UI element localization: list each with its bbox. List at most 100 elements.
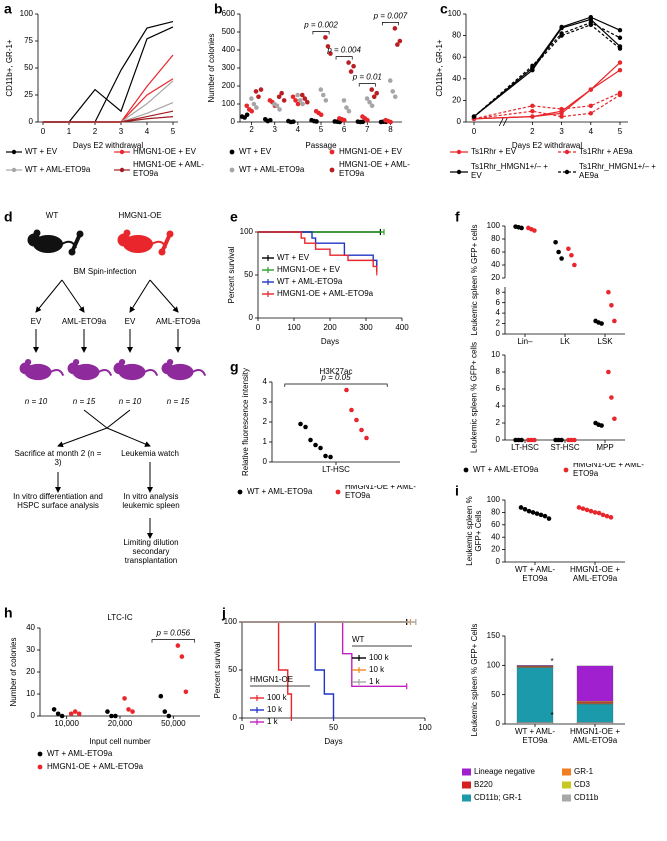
point <box>530 65 535 71</box>
line <box>43 54 174 123</box>
bar-segment <box>576 665 614 702</box>
point <box>346 60 351 65</box>
legend-swatch <box>562 781 571 789</box>
x-tick-label-box: 6 <box>342 126 346 134</box>
annotation: * <box>550 657 553 666</box>
y-tick-label: 100 <box>20 9 34 18</box>
point <box>302 96 308 101</box>
point <box>526 508 532 514</box>
y-axis-label: Leukemic spleen % GFP+ cells <box>469 342 479 453</box>
point <box>599 321 604 326</box>
line <box>43 102 174 123</box>
y-axis-label-box: Percent survival <box>227 247 236 304</box>
legend-swatch <box>562 794 571 802</box>
y-axis-label: Relative fluorescence intensity <box>240 367 250 477</box>
legend-label-box: CD3 <box>574 780 590 789</box>
point <box>606 289 611 295</box>
x-tick-label: 2 <box>249 126 254 134</box>
point <box>303 424 308 430</box>
y-tick-label: 100 <box>487 495 501 504</box>
y-tick-label: 50 <box>491 690 500 699</box>
y-tick-label: 80 <box>491 234 500 243</box>
point <box>617 60 623 65</box>
x-tick-label: 300 <box>359 323 373 332</box>
legend-label-box: HMGN1-OE + AML-ETO9a <box>133 161 204 178</box>
vector-label: AML-ETO9a <box>62 317 107 326</box>
x-tick-label-box: 10,000 <box>54 720 78 728</box>
vector-label: EV <box>125 317 136 326</box>
x-tick-label-box: 2 <box>249 126 254 134</box>
point <box>580 506 586 511</box>
point <box>390 89 396 94</box>
x-tick-label-box: 50,000 <box>161 720 185 728</box>
point <box>313 442 318 448</box>
merge-line <box>83 409 131 429</box>
y-tick-label: 30 <box>26 645 35 654</box>
x-tick-label: 2 <box>93 127 98 136</box>
point <box>592 510 598 515</box>
annotation: p = 0.004 <box>326 46 361 55</box>
y-axis-label-box: Percent survival <box>213 642 222 699</box>
mouse-body <box>123 235 153 253</box>
legend-dot <box>564 149 570 155</box>
legend-label: HMGN1-OE + AML-ETO9a <box>573 463 644 477</box>
x-tick-label: LT-HSC <box>511 444 539 452</box>
y-axis-label-box: CD11b+, GR-1+ <box>5 39 14 96</box>
vector-label: EV <box>31 317 42 326</box>
point <box>559 33 564 38</box>
panel-letter: c <box>440 1 448 17</box>
legend-dot <box>37 764 43 770</box>
point <box>295 92 300 98</box>
significance-bracket <box>151 639 196 643</box>
legend-label-box: WT + EV <box>25 147 57 156</box>
point <box>72 709 78 714</box>
y-tick-label: 100 <box>448 9 462 18</box>
bar-segment <box>576 700 614 703</box>
y-tick-label: 60 <box>491 520 500 529</box>
legend-label-box: WT + AML-ETO9a <box>247 487 312 496</box>
point <box>158 693 164 699</box>
arrow <box>35 279 63 313</box>
x-tick-label: 5 <box>171 127 176 136</box>
x-tick-label: 0 <box>41 127 46 136</box>
point <box>559 106 564 112</box>
legend-label: Ts1Rhr_HMGN1+/– + EV <box>471 162 548 180</box>
legend-label: WT + AML-ETO9a <box>473 464 539 474</box>
legend-swatch <box>462 794 471 802</box>
line <box>473 62 621 120</box>
mouse-head <box>161 362 174 375</box>
legend-label: WT + AML-ETO9a <box>47 748 113 758</box>
x-tick-label: Lin– <box>517 338 533 346</box>
point <box>130 709 135 714</box>
y-tick-label: 500 <box>222 27 236 36</box>
legend-label: HMGN1-OE + EV <box>133 146 196 156</box>
y-tick-label: 50 <box>24 63 33 72</box>
bar-segment <box>576 702 614 704</box>
legend-label: WT + AML-ETO9a <box>239 164 305 174</box>
point <box>369 103 375 109</box>
group-label: WT <box>46 211 59 220</box>
legend-label-box: WT + AML-ETO9a <box>277 277 342 286</box>
point <box>588 111 593 116</box>
point <box>293 98 298 103</box>
y-axis-label: Leukemic spleen % GFP+ Cells <box>469 623 479 737</box>
x-tick-label: 20,000 <box>107 720 133 728</box>
legend-label-box: 100 k <box>369 653 389 662</box>
legend-label-box: WT + AML-ETO9a <box>25 165 90 174</box>
bar-segment <box>516 667 554 723</box>
significance-bracket <box>335 56 353 60</box>
point <box>318 112 324 118</box>
legend-label: HMGN1-OE + AML-ETO9a <box>47 761 144 771</box>
point <box>175 643 181 648</box>
point <box>532 437 537 443</box>
x-tick-label-box: Lin– <box>517 338 533 346</box>
x-tick-label: MPP <box>596 444 614 452</box>
line <box>43 26 174 123</box>
mouse-body <box>166 363 194 381</box>
point <box>609 395 614 400</box>
y-tick-label: 60 <box>491 247 500 256</box>
legend-title: HMGN1-OE <box>250 675 293 684</box>
chart-title: LTC-IC <box>107 613 132 622</box>
point <box>596 510 602 516</box>
